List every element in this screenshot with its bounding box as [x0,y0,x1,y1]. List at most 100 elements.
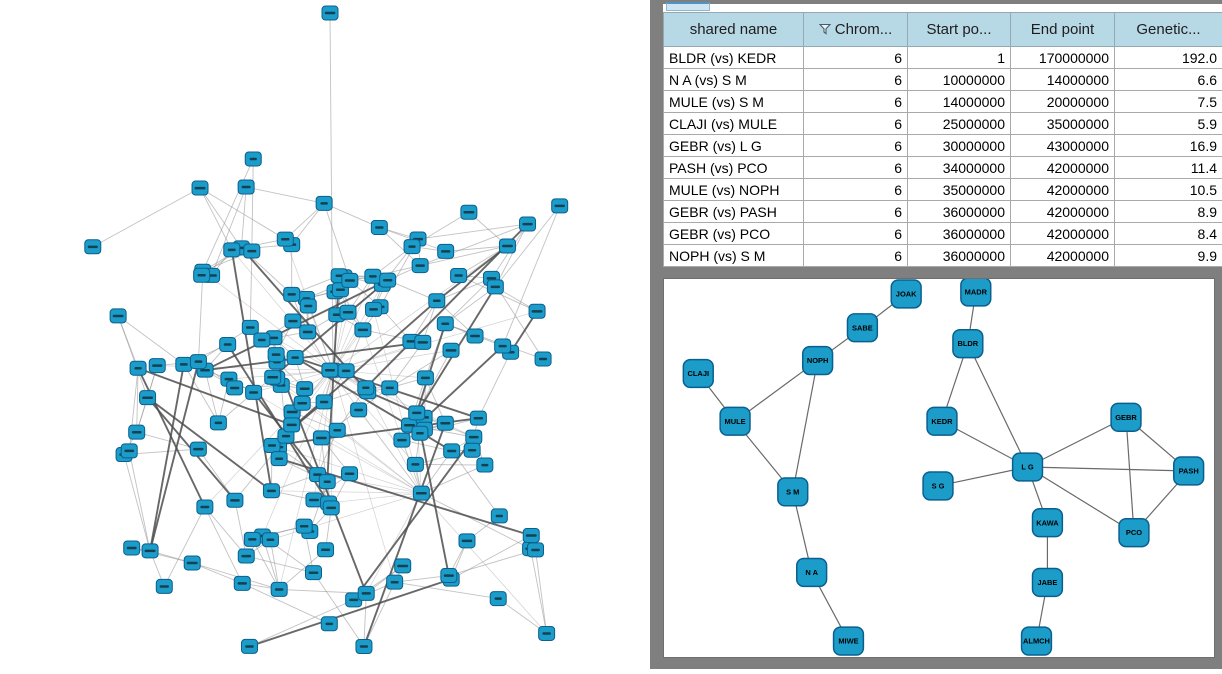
overview-node[interactable] [412,426,428,440]
overview-node[interactable] [244,244,260,258]
overview-node[interactable] [407,457,423,471]
overview-node[interactable] [319,475,335,489]
overview-node[interactable] [499,239,515,253]
cell-shared-name[interactable]: MULE (vs) S M [664,91,804,113]
overview-node[interactable] [394,433,410,447]
overview-node[interactable] [351,403,367,417]
overview-node[interactable] [366,302,382,316]
overview-node[interactable] [124,541,140,555]
cell-value[interactable]: 6.6 [1115,69,1222,91]
overview-node[interactable] [190,442,206,456]
overview-node[interactable] [242,320,258,334]
vertical-splitter[interactable] [650,0,663,669]
overview-node[interactable] [523,528,539,542]
overview-node[interactable] [329,423,345,437]
cell-value[interactable]: 42000000 [1011,179,1115,201]
overview-node[interactable] [285,314,301,328]
cell-value[interactable]: 192.0 [1115,47,1222,69]
overview-node[interactable] [342,467,358,481]
overview-node[interactable] [85,240,101,254]
overview-node[interactable] [254,333,270,347]
overview-node[interactable] [284,287,300,301]
cell-value[interactable]: 34000000 [908,157,1011,179]
node-S M[interactable]: S M [778,478,808,506]
node-KEDR[interactable]: KEDR [927,407,957,435]
cell-value[interactable]: 14000000 [908,91,1011,113]
overview-node[interactable] [297,382,313,396]
cell-value[interactable]: 35000000 [908,179,1011,201]
overview-node[interactable] [110,309,126,323]
overview-node[interactable] [358,381,374,395]
overview-node[interactable] [437,416,453,430]
column-header-1[interactable]: Chrom... [804,13,908,47]
node-MADR[interactable]: MADR [961,279,991,306]
edge-BLDR-L G[interactable] [968,344,1028,467]
cell-value[interactable]: 1 [908,47,1011,69]
network-overview-canvas[interactable] [0,0,650,669]
overview-node[interactable] [338,364,354,378]
cell-shared-name[interactable]: GEBR (vs) L G [664,135,804,157]
cell-value[interactable]: 35000000 [1011,113,1115,135]
overview-node[interactable] [306,493,322,507]
overview-node[interactable] [129,425,145,439]
column-header-3[interactable]: End point [1011,13,1115,47]
overview-node[interactable] [194,268,210,282]
overview-node[interactable] [429,294,445,308]
cell-shared-name[interactable]: CLAJI (vs) MULE [664,113,804,135]
overview-node[interactable] [190,355,206,369]
overview-node[interactable] [321,617,337,631]
overview-node[interactable] [184,556,200,570]
overview-node[interactable] [238,180,254,194]
overview-node[interactable] [444,444,460,458]
overview-node[interactable] [176,357,192,371]
node-MULE[interactable]: MULE [720,407,750,435]
overview-node[interactable] [156,579,172,593]
overview-node[interactable] [404,240,420,254]
cell-shared-name[interactable]: GEBR (vs) PCO [664,223,804,245]
node-MIWE[interactable]: MIWE [834,627,864,655]
column-header-2[interactable]: Start po... [908,13,1011,47]
overview-node[interactable] [340,305,356,319]
overview-node[interactable] [356,639,372,653]
cell-value[interactable]: 6 [804,157,908,179]
node-JABE[interactable]: JABE [1033,568,1063,596]
node-GEBR[interactable]: GEBR [1111,403,1141,431]
panel-tab-fragment[interactable] [666,2,710,11]
cell-value[interactable]: 6 [804,201,908,223]
cell-value[interactable]: 6 [804,179,908,201]
node-PCO[interactable]: PCO [1119,519,1149,547]
overview-node[interactable] [412,259,428,273]
overview-node[interactable] [477,458,493,472]
overview-node[interactable] [323,501,339,515]
cell-value[interactable]: 42000000 [1011,223,1115,245]
overview-node[interactable] [238,549,254,563]
cell-value[interactable]: 14000000 [1011,69,1115,91]
overview-node[interactable] [300,299,316,313]
overview-node[interactable] [355,323,371,337]
cell-value[interactable]: 42000000 [1011,157,1115,179]
cell-value[interactable]: 6 [804,47,908,69]
overview-node[interactable] [490,592,506,606]
cell-value[interactable]: 36000000 [908,223,1011,245]
node-CLAJI[interactable]: CLAJI [683,360,713,388]
node-L G[interactable]: L G [1013,453,1043,481]
overview-node[interactable] [467,329,483,343]
overview-node[interactable] [461,205,477,219]
overview-node[interactable] [535,352,551,366]
overview-node[interactable] [306,566,322,580]
edge-L G-PASH[interactable] [1028,467,1189,471]
overview-node[interactable] [322,363,338,377]
overview-node[interactable] [142,544,158,558]
overview-node[interactable] [552,199,568,213]
horizontal-splitter[interactable] [663,266,1222,278]
node-BLDR[interactable]: BLDR [953,330,983,358]
cell-value[interactable]: 30000000 [908,135,1011,157]
cell-value[interactable]: 6 [804,245,908,267]
overview-node[interactable] [227,493,243,507]
edge-NOPH-S M[interactable] [793,361,818,492]
